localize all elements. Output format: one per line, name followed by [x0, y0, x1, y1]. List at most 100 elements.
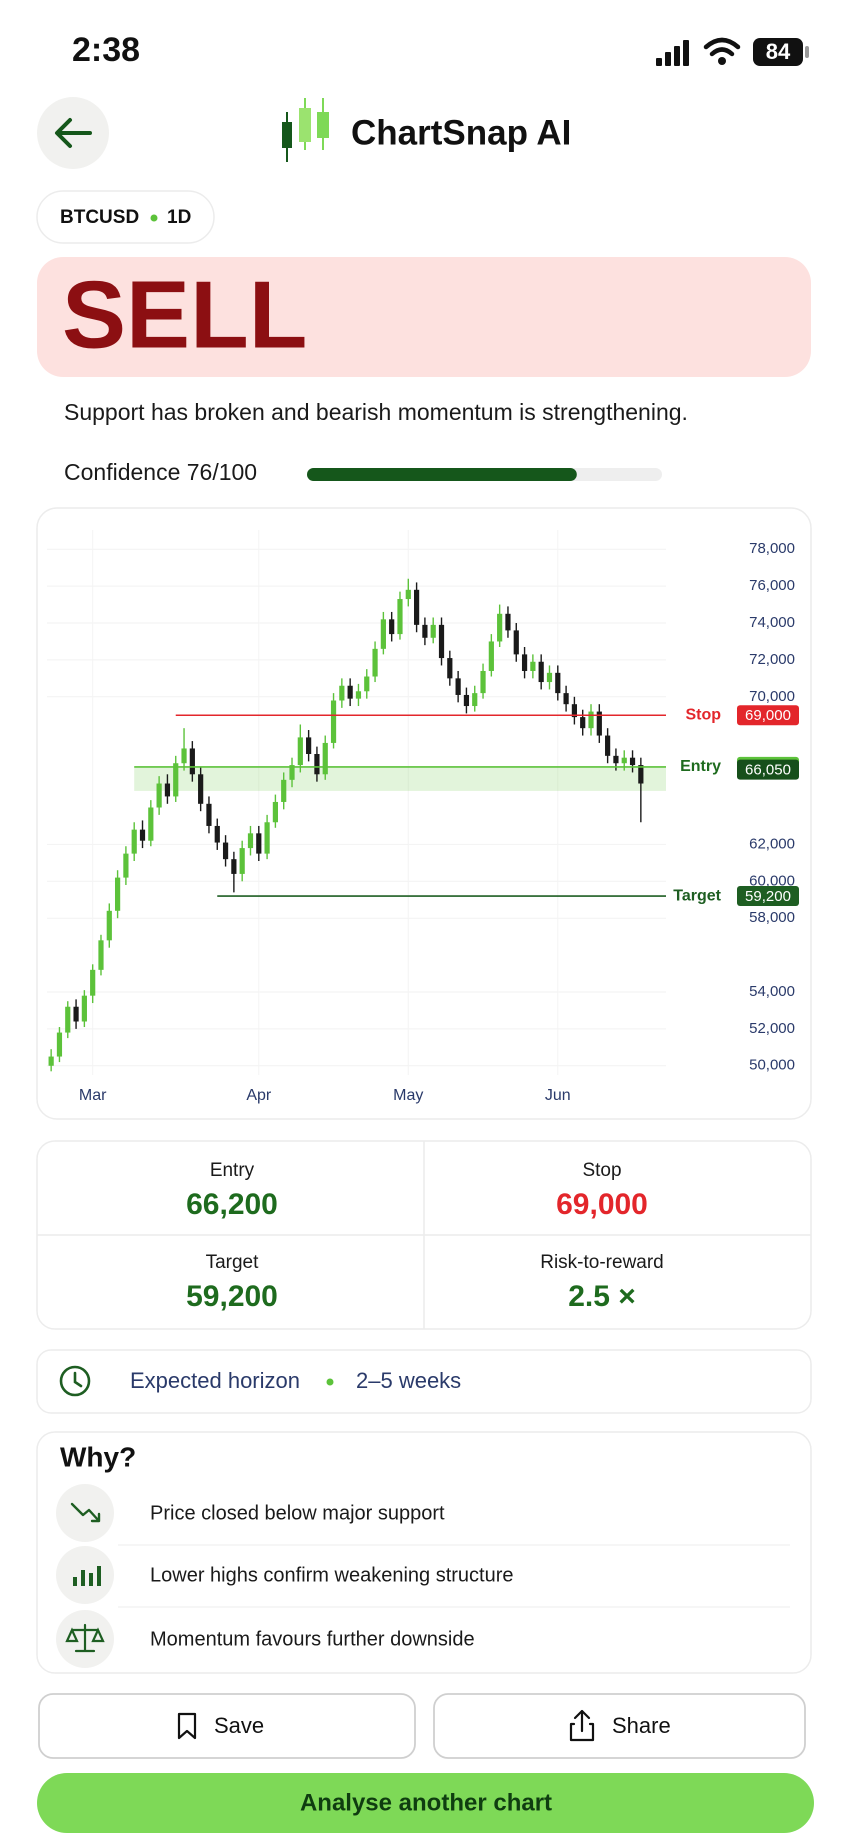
candle-body	[131, 829, 137, 854]
candle-body	[563, 693, 569, 705]
primary-button[interactable]	[37, 1773, 814, 1833]
candle-body	[339, 685, 345, 701]
candle-body	[497, 613, 503, 642]
candle-body	[397, 599, 403, 635]
y-tick-label: 60,000	[749, 872, 795, 889]
y-tick-label: 70,000	[749, 688, 795, 705]
candle-body	[81, 995, 87, 1022]
stat-value: 66,200	[186, 1188, 278, 1221]
candle-body	[447, 658, 453, 679]
signal-action: SELL	[62, 261, 307, 368]
candle-body	[463, 694, 470, 707]
horizon-label: Expected horizon	[130, 1368, 300, 1393]
candle-body	[513, 630, 519, 655]
y-tick-label: 78,000	[749, 540, 795, 557]
level-badge	[737, 886, 799, 907]
share-button[interactable]	[433, 1693, 806, 1759]
stat-label: Target	[206, 1252, 260, 1273]
signal-icon	[656, 40, 689, 66]
app-title: ChartSnap AI	[351, 113, 571, 152]
y-tick-label: 50,000	[749, 1057, 795, 1074]
candle-body	[505, 613, 511, 631]
level-value: 69,000	[745, 707, 791, 724]
candle-body	[231, 859, 237, 874]
candle-body	[430, 624, 436, 638]
candle-body	[613, 755, 619, 764]
candle-body	[571, 704, 578, 718]
y-tick-label: 74,000	[749, 614, 795, 631]
candle-body	[330, 700, 337, 743]
save-label: Save	[214, 1713, 264, 1738]
candle-body	[596, 711, 602, 736]
x-tick-label: Mar	[79, 1087, 107, 1104]
bars-icon	[73, 1566, 101, 1586]
candle-body	[314, 754, 320, 775]
candle-body	[90, 969, 96, 996]
y-tick-label: 62,000	[749, 835, 795, 852]
scale-icon	[65, 1623, 105, 1653]
stat-label: Entry	[210, 1160, 255, 1181]
candle-body	[521, 654, 528, 671]
battery	[753, 38, 803, 66]
candle-body	[621, 757, 627, 764]
candle-body	[372, 648, 378, 677]
level-value: 59,200	[745, 888, 791, 905]
ticker-symbol: BTCUSD	[60, 207, 139, 228]
level-badge	[737, 759, 799, 780]
candle-body	[198, 774, 204, 804]
candle-body	[555, 672, 561, 694]
candle-body	[239, 848, 245, 874]
x-tick-label: May	[393, 1087, 423, 1104]
why-item: Momentum favours further downside	[150, 1628, 475, 1650]
horizon-card	[36, 1349, 812, 1414]
candle-body	[222, 842, 229, 860]
x-tick-label: Apr	[246, 1087, 272, 1104]
y-tick-label: 52,000	[749, 1020, 795, 1037]
x-tick-label: Jun	[545, 1087, 571, 1104]
candle-body	[405, 589, 411, 600]
candle-body	[148, 807, 154, 841]
save-button[interactable]	[38, 1693, 416, 1759]
candle-body	[438, 624, 445, 659]
candle-body	[480, 670, 486, 694]
bookmark-icon	[177, 1712, 197, 1740]
stat-label: Stop	[582, 1160, 621, 1181]
ticker-pill[interactable]	[36, 190, 215, 244]
candle-body	[181, 748, 187, 764]
status-time: 2:38	[72, 31, 140, 69]
candle-body	[114, 877, 121, 911]
candle-body	[422, 624, 428, 638]
level-badge	[737, 705, 799, 726]
candle-body	[98, 940, 104, 970]
stat-value: 59,200	[186, 1280, 278, 1313]
why-item: Price closed below major support	[150, 1502, 445, 1524]
candle-body	[389, 619, 395, 635]
why-title: Why?	[60, 1441, 136, 1472]
candle-body	[530, 661, 536, 671]
candle-body	[264, 822, 270, 854]
candle-body	[380, 619, 386, 649]
y-tick-label: 76,000	[749, 577, 795, 594]
candle-body	[638, 765, 644, 784]
candle-body	[605, 735, 611, 756]
stat-value: 69,000	[556, 1188, 648, 1221]
y-tick-label: 58,000	[749, 909, 795, 926]
candle-body	[413, 589, 420, 625]
candle-body	[164, 783, 171, 797]
candle-body	[488, 641, 494, 671]
candle-body	[272, 801, 279, 823]
candle-body	[580, 717, 586, 729]
ticker-timeframe: 1D	[167, 207, 191, 228]
candle-body	[472, 693, 478, 707]
candle-body	[289, 765, 295, 780]
horizon-value: 2–5 weeks	[356, 1368, 461, 1393]
candle-body	[247, 833, 254, 849]
candle-body	[306, 737, 312, 754]
candle-body	[364, 676, 370, 692]
level-name: Entry	[680, 758, 721, 775]
stat-label: Risk-to-reward	[540, 1252, 664, 1273]
candle-body	[297, 737, 303, 766]
stats: Entry 66,200 Stop 69,000 Target 59,200 Risk-to…	[186, 1160, 664, 1313]
stat-value: 2.5 ×	[568, 1280, 636, 1313]
candle-body	[256, 833, 262, 854]
